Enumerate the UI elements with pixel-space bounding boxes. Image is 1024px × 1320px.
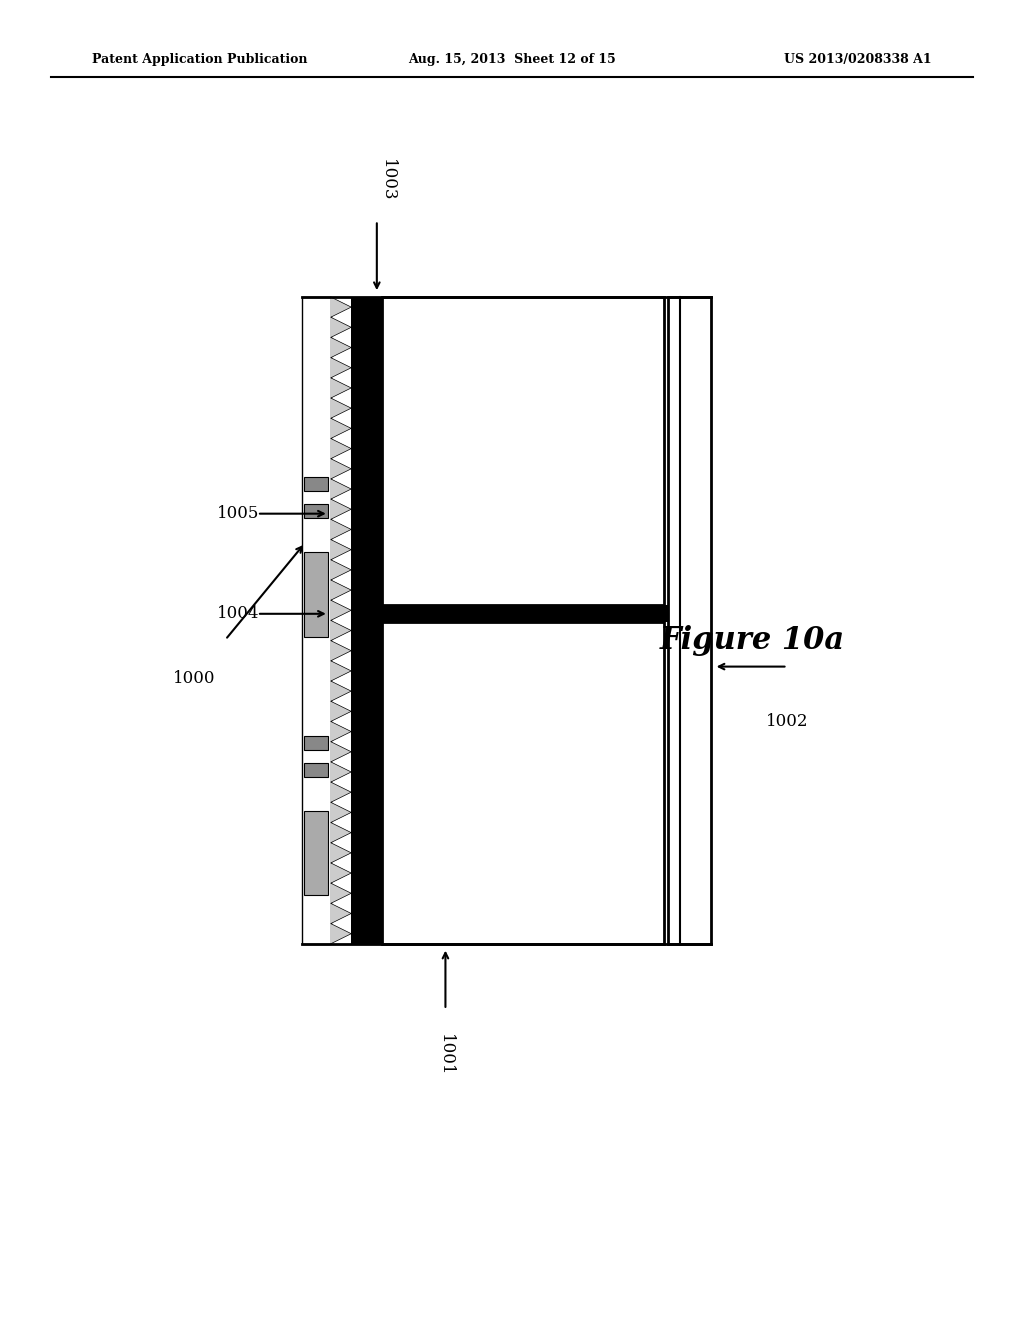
Bar bbox=[304, 735, 329, 750]
Bar bbox=[302, 297, 331, 944]
Text: Aug. 15, 2013  Sheet 12 of 15: Aug. 15, 2013 Sheet 12 of 15 bbox=[409, 53, 615, 66]
Text: US 2013/0208338 A1: US 2013/0208338 A1 bbox=[784, 53, 932, 66]
Bar bbox=[304, 477, 329, 491]
Text: Figure 10a: Figure 10a bbox=[660, 624, 845, 656]
Text: 1002: 1002 bbox=[766, 713, 809, 730]
Bar bbox=[351, 623, 382, 944]
Bar bbox=[351, 297, 382, 605]
Bar bbox=[382, 297, 664, 605]
Polygon shape bbox=[331, 297, 351, 944]
Bar bbox=[351, 605, 711, 622]
Text: 1005: 1005 bbox=[217, 506, 260, 523]
Text: 1003: 1003 bbox=[379, 160, 395, 202]
Text: 1004: 1004 bbox=[217, 606, 260, 622]
Bar bbox=[304, 763, 329, 777]
Bar bbox=[304, 812, 329, 895]
Bar bbox=[304, 553, 329, 636]
Text: Patent Application Publication: Patent Application Publication bbox=[92, 53, 307, 66]
Bar bbox=[668, 297, 711, 944]
Bar bbox=[304, 504, 329, 519]
Bar bbox=[382, 623, 664, 944]
Text: 1000: 1000 bbox=[173, 671, 216, 688]
Text: 1001: 1001 bbox=[437, 1034, 454, 1076]
